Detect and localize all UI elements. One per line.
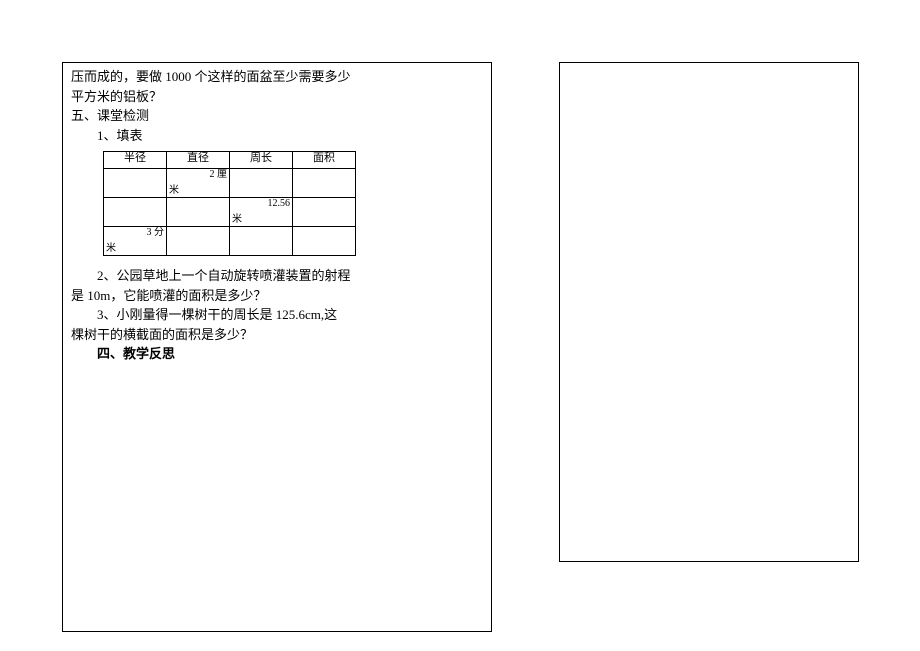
- th-area: 面积: [293, 152, 356, 169]
- item-2-line-b: 是 10m，它能喷灌的面积是多少？: [71, 286, 483, 306]
- intro-line-1: 压而成的，要做 1000 个这样的面盆至少需要多少: [71, 67, 483, 87]
- intro-line-2: 平方米的铝板？: [71, 87, 483, 107]
- table-row: 3 分米: [104, 227, 356, 256]
- section-4-heading: 四、教学反思: [71, 344, 483, 364]
- fill-table-wrap: 半径 直径 周长 面积 2 厘米 12.56米 3 分米: [103, 151, 483, 256]
- th-circumference: 周长: [230, 152, 293, 169]
- item-1: 1、填表: [71, 126, 483, 146]
- cell-unit: 米: [106, 243, 116, 255]
- item-2-line-a: 2、公园草地上一个自动旋转喷灌装置的射程: [71, 266, 483, 286]
- cell-val: 3 分: [147, 227, 165, 239]
- item-3-line-b: 棵树干的横截面的面积是多少？: [71, 325, 483, 345]
- cell-val: 2 厘: [210, 169, 228, 181]
- cell-val: 12.56: [268, 198, 291, 210]
- section-5-heading: 五、课堂检测: [71, 106, 483, 126]
- cell-unit: 米: [169, 185, 179, 197]
- table-row: 2 厘米: [104, 169, 356, 198]
- table-row: 12.56 米: [104, 198, 356, 227]
- left-column: 压而成的，要做 1000 个这样的面盆至少需要多少 平方米的铝板？ 五、课堂检测…: [62, 62, 492, 632]
- th-radius: 半径: [104, 152, 167, 169]
- table-header-row: 半径 直径 周长 面积: [104, 152, 356, 169]
- fill-table: 半径 直径 周长 面积 2 厘米 12.56米 3 分米: [103, 151, 356, 256]
- cell-unit: 米: [232, 214, 242, 226]
- item-3-line-a: 3、小刚量得一棵树干的周长是 125.6cm,这: [71, 305, 483, 325]
- right-column: [559, 62, 859, 562]
- th-diameter: 直径: [167, 152, 230, 169]
